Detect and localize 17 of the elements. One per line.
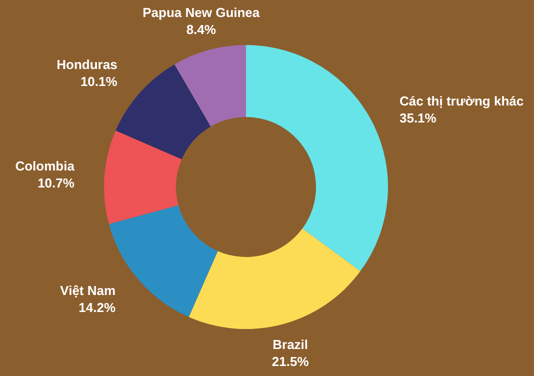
donut-slice — [104, 130, 182, 224]
slice-label: Honduras — [56, 56, 118, 72]
data-label: 8.4% — [186, 22, 216, 37]
slice-label: Việt Nam — [60, 283, 116, 298]
slice-label: Các thị trường khác — [400, 93, 524, 108]
slice-label: Colombia — [15, 158, 76, 174]
data-label: 35.1% — [400, 110, 437, 126]
data-label: 10.1% — [80, 74, 118, 89]
donut-slice — [246, 45, 388, 272]
data-label: 21.5% — [272, 354, 310, 370]
data-label: 10.7% — [38, 176, 75, 191]
donut-slice — [188, 228, 360, 329]
slice-label: Papua New Guinea — [142, 4, 260, 20]
slice-label: Brazil — [272, 337, 308, 352]
data-label: 14.2% — [78, 300, 116, 316]
donut-slice — [116, 64, 211, 160]
donut-slice — [174, 45, 246, 127]
